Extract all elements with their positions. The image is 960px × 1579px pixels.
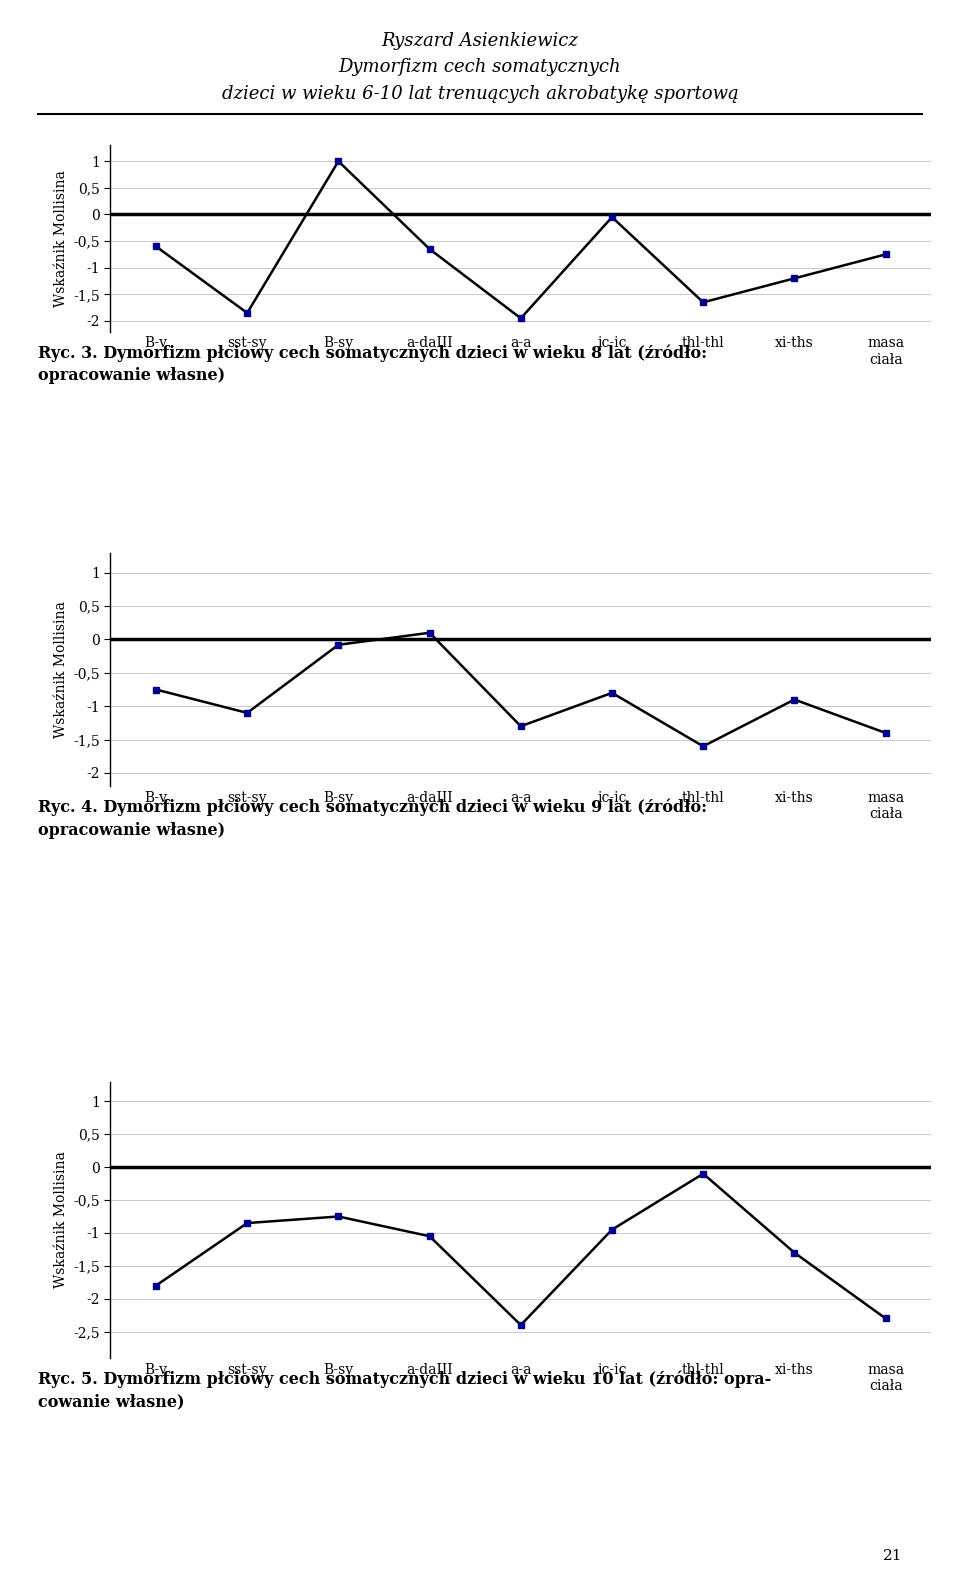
Y-axis label: Wskaźnik Mollisina: Wskaźnik Mollisina: [54, 602, 67, 737]
Text: Ryc. 5. Dymorfizm płciowy cech somatycznych dzieci w wieku 10 lat (źródło: opra-: Ryc. 5. Dymorfizm płciowy cech somatyczn…: [38, 1371, 772, 1410]
Text: Ryszard Asienkiewicz: Ryszard Asienkiewicz: [381, 32, 579, 49]
Text: dzieci w wieku 6-10 lat trenuących akrobatykę sportową: dzieci w wieku 6-10 lat trenuących akrob…: [222, 85, 738, 103]
Text: Dymorfizm cech somatycznych: Dymorfizm cech somatycznych: [339, 58, 621, 76]
Text: Ryc. 3. Dymorfizm płciowy cech somatycznych dzieci w wieku 8 lat (źródło:
opraco: Ryc. 3. Dymorfizm płciowy cech somatyczn…: [38, 344, 708, 384]
Text: 21: 21: [883, 1549, 902, 1563]
Text: Ryc. 4. Dymorfizm płciowy cech somatycznych dzieci w wieku 9 lat (źródło:
opraco: Ryc. 4. Dymorfizm płciowy cech somatyczn…: [38, 799, 708, 838]
Y-axis label: Wskaźnik Mollisina: Wskaźnik Mollisina: [54, 1151, 67, 1288]
Y-axis label: Wskaźnik Mollisina: Wskaźnik Mollisina: [54, 171, 67, 306]
